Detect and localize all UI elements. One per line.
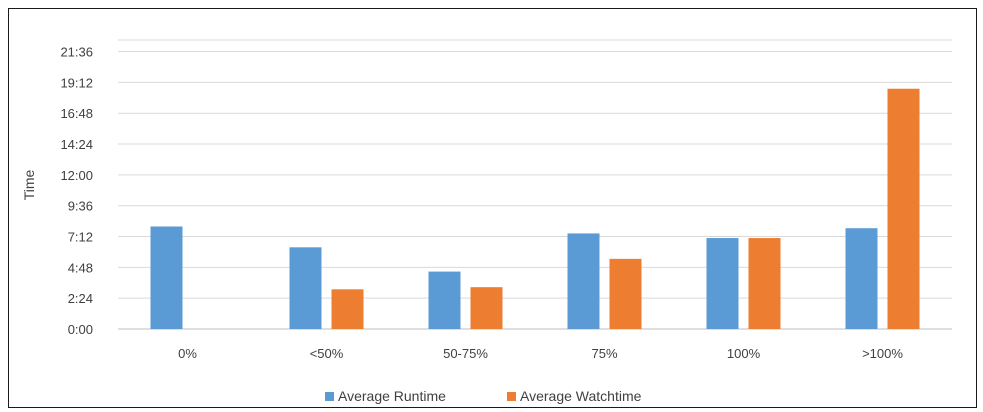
bar-average-runtime bbox=[845, 228, 878, 329]
bars bbox=[150, 88, 920, 330]
bar-average-watchtime bbox=[609, 258, 642, 329]
y-tick-label: 19:12 bbox=[60, 75, 93, 90]
y-tick-label: 7:12 bbox=[68, 230, 93, 245]
bar-average-watchtime bbox=[470, 287, 503, 329]
chart-frame bbox=[8, 8, 977, 408]
y-tick-label: 21:36 bbox=[60, 45, 93, 60]
y-tick-label: 12:00 bbox=[60, 168, 93, 183]
legend-swatch bbox=[507, 392, 516, 401]
y-tick-label: 16:48 bbox=[60, 106, 93, 121]
y-tick-label: 14:24 bbox=[60, 137, 93, 152]
x-category-label: >100% bbox=[862, 346, 903, 361]
legend-label: Average Watchtime bbox=[520, 388, 642, 404]
y-tick-label: 9:36 bbox=[68, 199, 93, 214]
y-axis-title: Time bbox=[21, 169, 37, 200]
gridlines bbox=[118, 39, 952, 330]
y-tick-label: 2:24 bbox=[68, 291, 93, 306]
legend: Average Runtime Average Watchtime bbox=[325, 388, 642, 404]
legend-swatch bbox=[325, 392, 334, 401]
legend-label: Average Runtime bbox=[338, 388, 446, 404]
x-axis-category-labels: 0% <50% 50-75% 75% 100% >100% bbox=[178, 346, 903, 361]
x-category-label: 50-75% bbox=[443, 346, 488, 361]
y-axis-tick-labels: 0:00 2:24 4:48 7:12 9:36 12:00 14:24 16:48 19:12… bbox=[60, 45, 93, 337]
bar-average-watchtime bbox=[331, 289, 364, 329]
y-tick-label: 0:00 bbox=[68, 322, 93, 337]
bar-average-watchtime bbox=[887, 88, 920, 330]
bar-average-runtime bbox=[150, 226, 183, 329]
bar-average-runtime bbox=[567, 233, 600, 329]
bar-average-runtime bbox=[289, 247, 322, 329]
bar-average-runtime bbox=[428, 271, 461, 329]
bar-average-runtime bbox=[706, 238, 739, 329]
bar-average-watchtime bbox=[748, 238, 781, 329]
x-category-label: 0% bbox=[178, 346, 197, 361]
x-category-label: <50% bbox=[310, 346, 344, 361]
x-category-label: 100% bbox=[727, 346, 761, 361]
y-tick-label: 4:48 bbox=[68, 260, 93, 275]
x-category-label: 75% bbox=[591, 346, 617, 361]
